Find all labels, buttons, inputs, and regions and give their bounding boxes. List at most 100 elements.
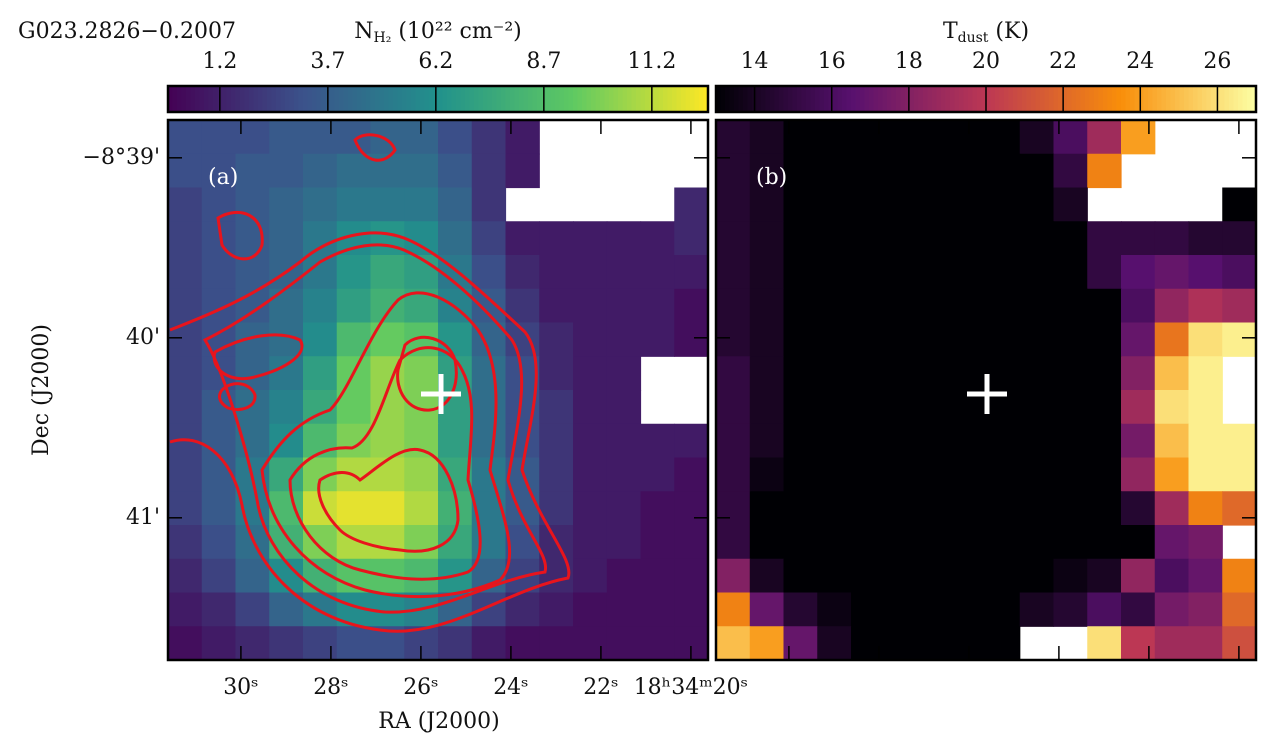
heatmap-cell [783, 288, 818, 324]
heatmap-cell [749, 120, 785, 155]
heatmap-cell [716, 322, 751, 357]
heatmap-cell [674, 288, 709, 324]
axes-frame [166, 118, 710, 662]
colorbar-swatch [1040, 86, 1045, 112]
heatmap-cell [884, 525, 920, 560]
heatmap-cell [640, 423, 675, 459]
heatmap-cell [1053, 322, 1088, 357]
colorbar-swatch [972, 86, 978, 112]
colorbar-swatch [873, 86, 879, 112]
colorbar-swatch [429, 86, 434, 112]
heatmap-cell [1019, 221, 1055, 256]
colorbar-swatch [505, 86, 511, 112]
heatmap-cell [1053, 592, 1088, 627]
heatmap-cell [817, 525, 852, 560]
colorbar-swatch [672, 86, 677, 112]
heatmap-cell [640, 288, 675, 324]
colorbar-swatch [1098, 86, 1104, 112]
heatmap-cell [749, 592, 785, 627]
heatmap-cell [986, 457, 1021, 492]
heatmap-cell [716, 153, 751, 189]
colorbar-swatch [667, 86, 673, 112]
heatmap-cell [303, 120, 338, 155]
heatmap-cell [606, 558, 642, 594]
heatmap-cell [1087, 356, 1122, 391]
colorbar-tick-label: 26 [1203, 49, 1231, 74]
heatmap-cell [986, 187, 1021, 222]
colorbar-swatch [986, 86, 991, 112]
heatmap-cell [716, 390, 751, 425]
heatmap-cell [1188, 390, 1223, 425]
heatmap-cell [640, 457, 675, 492]
colorbar-swatch [186, 86, 191, 112]
colorbar-swatch [869, 86, 874, 112]
heatmap-cell [168, 288, 203, 324]
heatmap-cell [573, 626, 608, 661]
heatmap-cell [1154, 558, 1190, 594]
heatmap-cell [573, 221, 608, 256]
colorbar-swatch [909, 86, 915, 112]
heatmap-cell [1188, 221, 1223, 256]
colorbar-swatch [1112, 86, 1117, 112]
heatmap-cell [918, 491, 953, 526]
colorbar-swatch [1008, 86, 1014, 112]
contour [260, 291, 512, 599]
colorbar-swatch [833, 86, 838, 112]
colorbar-swatch [734, 86, 739, 112]
colorbar-label-rest: (10²² cm⁻²) [391, 19, 521, 44]
heatmap-cell [1222, 221, 1257, 256]
colorbar-swatch [1053, 86, 1059, 112]
heatmap-cell [303, 221, 338, 256]
heatmap-cell [336, 423, 372, 459]
colorbar-swatch [765, 86, 771, 112]
heatmap-cell [201, 491, 237, 526]
colorbar-swatch [1031, 86, 1036, 112]
heatmap-cell [168, 255, 203, 290]
colorbar-swatch [519, 86, 524, 112]
heatmap-cell [404, 457, 439, 492]
colorbar-swatch [864, 86, 870, 112]
colorbar-swatch [720, 86, 726, 112]
heatmap-cell [986, 153, 1021, 189]
colorbar-swatch [321, 86, 326, 112]
colorbar-swatch [995, 86, 1000, 112]
colorbar-swatch [487, 86, 493, 112]
colorbar-swatch [438, 86, 443, 112]
heatmap-cell [404, 491, 439, 526]
heatmap-cell [1087, 626, 1122, 661]
colorbar-swatch [222, 86, 227, 112]
heatmap-cell [269, 390, 304, 425]
heatmap-cell [851, 120, 886, 155]
heatmap-cell [640, 221, 675, 256]
heatmap-cell [674, 423, 709, 459]
heatmap-cell [336, 153, 372, 189]
colorbar-swatch [977, 86, 982, 112]
colorbar-label-sub: H₂ [374, 30, 392, 46]
colorbar-swatch [1121, 86, 1126, 112]
heatmap-cell [168, 525, 203, 560]
colorbar-swatch [258, 86, 263, 112]
colorbar-swatch [384, 86, 389, 112]
colorbar-swatch [703, 86, 709, 112]
colorbar-swatch [334, 86, 340, 112]
colorbar-swatch [891, 86, 897, 112]
heatmap-cell [918, 390, 953, 425]
colorbar-swatch [361, 86, 367, 112]
colorbar-swatch [1085, 86, 1090, 112]
heatmap-cell [749, 322, 785, 357]
colorbar-swatch [357, 86, 362, 112]
heatmap-cell [1053, 255, 1088, 290]
heatmap-cell [606, 592, 642, 627]
colorbar-tick-label: 6.2 [418, 49, 453, 74]
colorbar-swatch [968, 86, 973, 112]
colorbar-swatch [932, 86, 937, 112]
heatmap-cell [303, 356, 338, 391]
heatmap-cell [884, 491, 920, 526]
colorbar-swatch [1157, 86, 1162, 112]
heatmap-cell [1053, 558, 1088, 594]
heatmap-cell [986, 288, 1021, 324]
heatmap-cell [573, 592, 608, 627]
heatmap-cell [716, 423, 751, 459]
colorbar-label-main: N [354, 19, 373, 44]
heatmap-cell [640, 255, 675, 290]
